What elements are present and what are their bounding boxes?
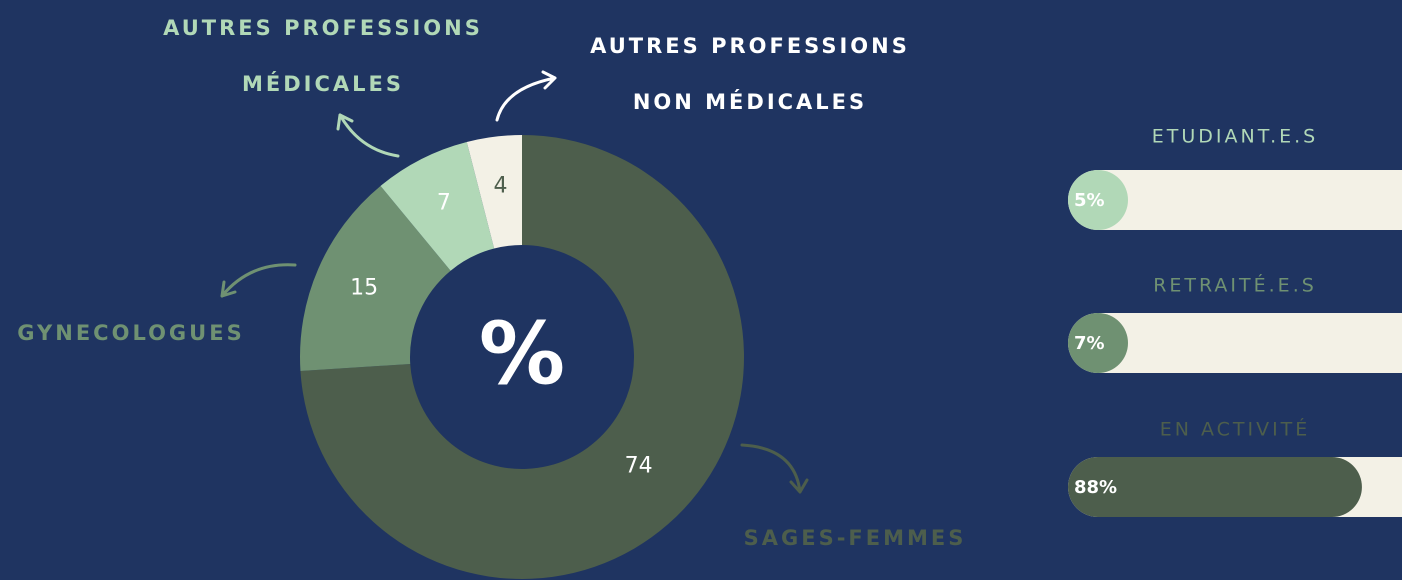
arrow (220, 263, 297, 298)
arrow (740, 443, 809, 494)
category-label: AUTRES PROFESSIONS NON MÉDICALES (590, 34, 910, 114)
arrow (336, 113, 400, 158)
bar-track (1068, 313, 1402, 373)
arrow (495, 70, 557, 122)
bar-category: EN ACTIVITÉ (1160, 418, 1311, 441)
value-label: 88% (1074, 477, 1117, 498)
data-label: 74 (625, 454, 653, 479)
value-label: 7% (1074, 333, 1105, 354)
data-label: 15 (350, 276, 378, 301)
donut-segment (300, 185, 451, 371)
donut-segment (300, 135, 745, 579)
donut-segment (466, 135, 522, 249)
value-label: 5% (1074, 190, 1105, 211)
data-label: 7 (437, 191, 451, 216)
bar (1068, 457, 1362, 517)
arrows (220, 70, 809, 494)
category-label: AUTRES PROFESSIONS MÉDICALES (163, 16, 483, 96)
bar-category: ETUDIANT.E.S (1152, 126, 1318, 148)
bar (1068, 170, 1128, 230)
category-label: GYNECOLOGUES (17, 321, 245, 345)
bar-track (1068, 170, 1402, 230)
bar (1068, 313, 1128, 373)
category-label: SAGES-FEMMES (743, 526, 967, 550)
bar-category: RETRAITÉ.E.S (1153, 274, 1317, 297)
donut-segment (380, 141, 495, 271)
data-label: 4 (493, 173, 507, 198)
center-label: % (479, 304, 565, 404)
